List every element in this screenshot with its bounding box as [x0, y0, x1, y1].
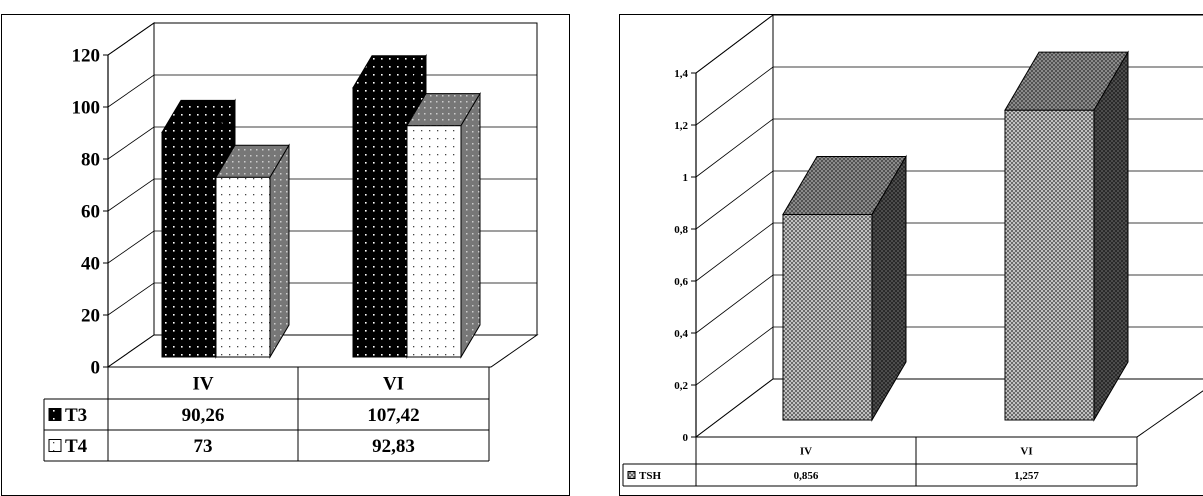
legend-label-t4: T4 — [65, 436, 88, 457]
legend-key-tsh — [627, 471, 636, 479]
y-tick-label: 0,2 — [674, 380, 688, 392]
y-tick-label: 20 — [81, 306, 100, 327]
y-tick-label: 60 — [81, 202, 100, 223]
legend-key-t3 — [48, 408, 62, 421]
category-label: VI — [1020, 445, 1032, 457]
y-tick-label: 0,4 — [674, 328, 688, 340]
bar-side-tsh-vi — [1093, 50, 1129, 422]
y-tick-label: 120 — [72, 46, 101, 67]
chart-right-panel: 0 0,2 0,4 0,6 0,8 1 1,2 1,4 IV VI TSH 0,856 1,257 — [619, 14, 1203, 496]
category-label: IV — [800, 445, 812, 457]
y-tick-label: 1,2 — [674, 120, 688, 132]
y-tick-label: 1,4 — [674, 68, 688, 80]
chart-left-panel: 0 20 40 60 80 100 120 IV VI T3 90,26 107,42 T4 73 92,8… — [1, 14, 570, 496]
category-label: VI — [383, 374, 404, 395]
y-tick-label: 80 — [81, 150, 100, 171]
category-label: IV — [192, 374, 213, 395]
bar-t3-iv — [161, 131, 217, 358]
data-label-t3: 90,26 — [182, 405, 225, 426]
y-tick-label: 0,8 — [674, 224, 688, 236]
gridline — [695, 15, 1203, 74]
legend-label-tsh: TSH — [639, 470, 661, 482]
y-tick-label: 40 — [81, 254, 100, 275]
y-tick-label: 1 — [683, 172, 689, 184]
data-label-tsh: 1,257 — [1014, 470, 1039, 482]
bar-t4-vi — [406, 125, 462, 358]
bar-t3-vi — [352, 87, 408, 358]
bar-side-tsh-iv — [871, 154, 907, 422]
y-tick-label: 100 — [72, 98, 101, 119]
data-label-tsh: 0,856 — [794, 470, 819, 482]
data-label-t3: 107,42 — [367, 405, 419, 426]
chart-right: 0 0,2 0,4 0,6 0,8 1 1,2 1,4 IV VI TSH 0,856 1,257 — [622, 15, 1203, 487]
data-label-t4: 73 — [194, 436, 213, 457]
data-label-t4: 92,83 — [372, 436, 415, 457]
side-wall — [695, 15, 774, 439]
legend-label-t3: T3 — [65, 405, 87, 426]
gridline — [107, 22, 537, 56]
bar-side-t4-vi — [460, 91, 481, 359]
legend-key-t4 — [48, 439, 62, 452]
bar-side-t4-iv — [269, 143, 290, 359]
bar-tsh-iv — [782, 213, 873, 421]
floor — [694, 378, 1203, 438]
bar-t4-iv — [215, 176, 271, 358]
y-tick-label: 0 — [683, 432, 689, 444]
chart-left: 0 20 40 60 80 100 120 IV VI T3 90,26 107,42 T4 73 92,8… — [43, 22, 539, 462]
y-tick-label: 0,6 — [674, 276, 688, 288]
bar-tsh-vi — [1004, 109, 1095, 421]
y-tick-label: 0 — [91, 358, 101, 379]
